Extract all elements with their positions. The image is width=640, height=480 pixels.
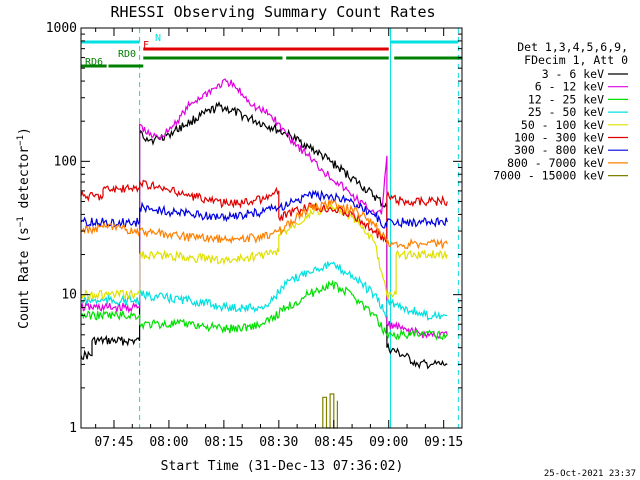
- y-axis-label-close: ): [17, 127, 32, 135]
- x-tick-label: 08:45: [314, 435, 353, 450]
- series-line-9: [322, 393, 338, 429]
- series-line-6: [80, 179, 448, 243]
- y-axis-label-exp2: −1: [16, 135, 26, 146]
- plot-frame: [80, 27, 463, 429]
- series-line-4: [80, 261, 448, 321]
- legend-header-line-1: Det 1,3,4,5,6,9,: [517, 40, 628, 54]
- legend-label: 6 - 12 keV: [535, 80, 604, 94]
- legend-label: 3 - 6 keV: [542, 67, 604, 81]
- x-tick-label: 08:00: [149, 435, 188, 450]
- legend-label: 100 - 300 keV: [514, 131, 604, 145]
- footer-timestamp: 25-Oct-2021 23:37: [544, 469, 636, 479]
- state-bar-label: RD0: [118, 49, 136, 60]
- x-tick-label: 09:00: [369, 435, 408, 450]
- state-bar-label: F: [143, 40, 149, 51]
- legend-label: 800 - 7000 keV: [507, 156, 604, 170]
- y-tick-label: 1000: [46, 21, 77, 36]
- series-line-5: [80, 202, 448, 301]
- legend-label: 50 - 100 keV: [521, 118, 604, 132]
- legend: Det 1,3,4,5,6,9, FDecim 1, Att 0 3 - 6 k…: [493, 40, 628, 183]
- chart-title: RHESSI Observing Summary Count Rates: [110, 3, 435, 21]
- series-line-7: [80, 189, 448, 229]
- legend-label: 300 - 800 keV: [514, 143, 604, 157]
- x-tick-label: 07:45: [94, 435, 133, 450]
- y-axis-label: Count Rate (s−1 detector−1): [16, 127, 32, 329]
- state-bar-label: RD6: [85, 57, 103, 68]
- y-tick-label: 100: [54, 154, 77, 169]
- state-bars: NF RD0 RD6: [81, 33, 462, 68]
- legend-header-line-2: FDecim 1, Att 0: [524, 53, 628, 67]
- plot-marks: [80, 28, 459, 429]
- x-tick-label: 08:30: [259, 435, 298, 450]
- legend-label: 12 - 25 keV: [528, 92, 604, 106]
- series-line-3: [80, 279, 448, 341]
- legend-label: 25 - 50 keV: [528, 105, 604, 119]
- y-axis-label-main: Count Rate (s: [17, 227, 32, 329]
- series-line-8: [80, 198, 448, 250]
- axis-ticks: 07:45 08:00 08:15 08:30 08:45 09:00 09:15 1 10 10…: [46, 21, 464, 450]
- y-axis-label-exp1: −1: [16, 216, 26, 227]
- y-axis-label-mid: detector: [17, 146, 32, 217]
- state-bar-label: N: [155, 33, 161, 44]
- x-tick-label: 08:15: [204, 435, 243, 450]
- legend-label: 7000 - 15000 keV: [493, 169, 604, 183]
- y-tick-label: 10: [61, 288, 77, 303]
- y-tick-label: 1: [69, 421, 77, 436]
- x-axis-label: Start Time (31-Dec-13 07:36:02): [161, 459, 404, 474]
- x-tick-label: 09:15: [424, 435, 463, 450]
- series-line-2: [80, 78, 448, 340]
